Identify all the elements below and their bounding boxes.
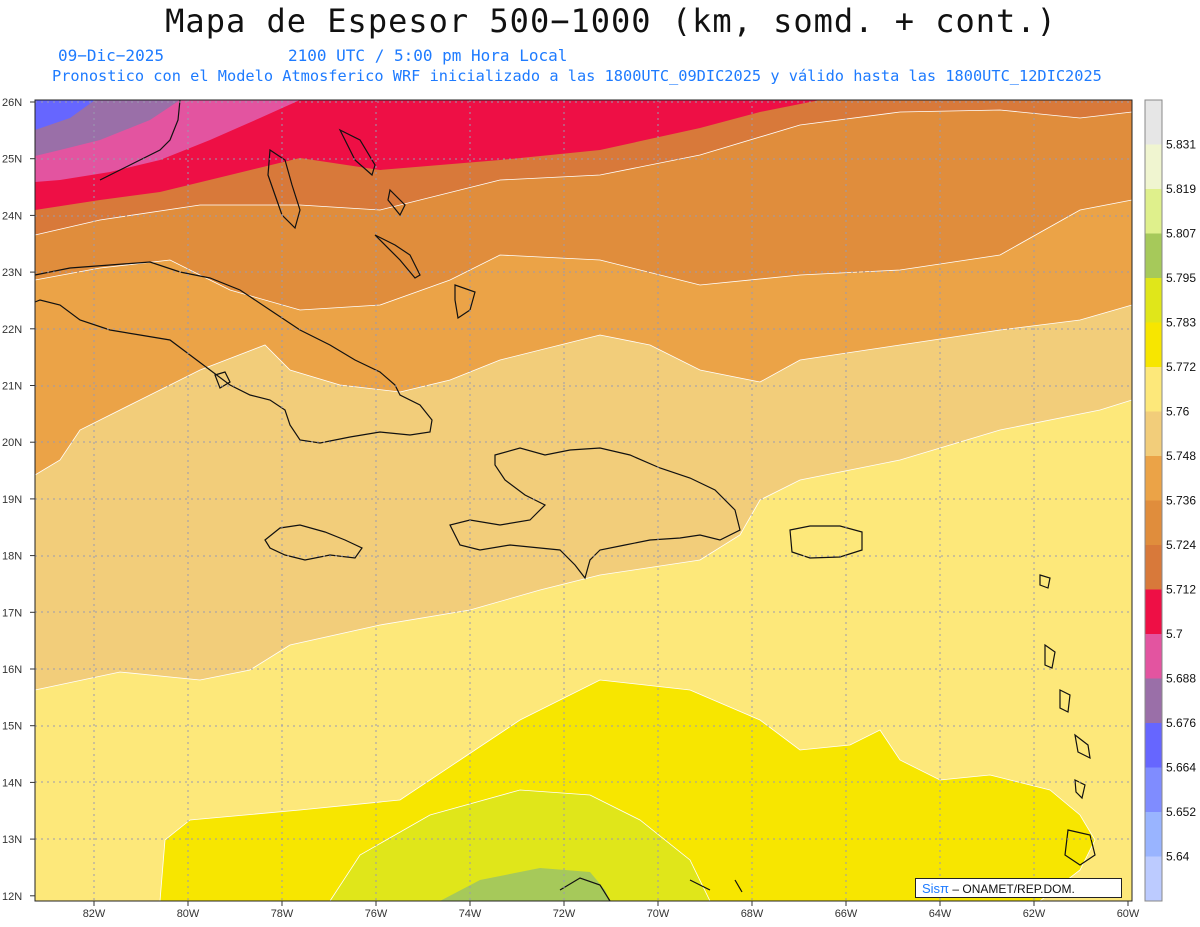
florida-coast (99, 99, 181, 181)
map-title: Mapa de Espesor 500−1000 (km, somd. + co… (165, 2, 1057, 40)
colorbar-swatch (1145, 767, 1162, 813)
lat-label: 15N (2, 721, 22, 733)
lat-label: 17N (2, 607, 22, 619)
trinidad (1064, 829, 1096, 866)
colorbar-label: 5.724 (1166, 538, 1196, 552)
isla-juventud (214, 371, 231, 389)
lat-label: 14N (2, 777, 22, 789)
time-label: 2100 UTC / 5:00 pm Hora Local (288, 46, 568, 65)
lat-label: 21N (2, 381, 22, 393)
jamaica-coast (264, 524, 363, 561)
model-info-label: Pronostico con el Modelo Atmosferico WRF… (52, 67, 1102, 85)
lat-label: 23N (2, 267, 22, 279)
colorbar-swatch (1145, 634, 1162, 679)
colorbar: 5.831 5.819 5.807 5.795 5.783 5.772 5.76 5.748 5… (1144, 99, 1196, 902)
colorbar-swatch (1145, 322, 1162, 368)
graticule (35, 100, 1132, 901)
lon-label: 68W (741, 908, 764, 920)
credit-text: – ONAMET/REP.DOM. (949, 882, 1075, 896)
lat-label: 12N (2, 891, 22, 903)
band-5795-5807 (440, 868, 610, 901)
cuba-coast (34, 261, 433, 444)
lat-label: 20N (2, 437, 22, 449)
latitude-labels: 26N 25N 24N 23N 22N 21N 20N 19N 18N 17N 16N 15N 14N 1… (2, 97, 35, 903)
lat-label: 16N (2, 664, 22, 676)
colorbar-label: 5.783 (1166, 316, 1196, 330)
lesser-antilles-5 (1074, 778, 1086, 800)
contour-lines (34, 109, 1133, 902)
band-5664-5676 (35, 100, 95, 130)
band-5783-5795 (330, 790, 710, 901)
colorbar-label: 5.64 (1166, 850, 1190, 864)
sispi-logo: Sisπ (922, 881, 950, 896)
colorbar-label: 5.712 (1166, 583, 1196, 597)
colorbar-label: 5.652 (1166, 805, 1196, 819)
colorbar-label: 5.664 (1166, 761, 1196, 775)
colorbar-swatch (1145, 456, 1162, 501)
lon-label: 72W (553, 908, 576, 920)
colorbar-swatch (1145, 678, 1162, 724)
colorbar-label: 5.688 (1166, 672, 1196, 686)
venezuela-peninsula (559, 877, 743, 902)
colorbar-swatch (1145, 233, 1162, 279)
longitude-labels: 82W 80W 78W 76W 74W 72W 70W 68W 66W 64W 62W 60W (83, 901, 1140, 920)
bahamas-isl-4 (454, 284, 476, 320)
colorbar-swatch (1145, 856, 1162, 902)
date-label: 09−Dic−2025 (58, 46, 164, 65)
lon-label: 74W (459, 908, 482, 920)
lesser-antilles-1 (1039, 574, 1051, 589)
colorbar-swatch (1145, 500, 1162, 546)
lat-label: 18N (2, 551, 22, 563)
colorbar-label: 5.772 (1166, 360, 1196, 374)
colorbar-swatch (1145, 411, 1162, 457)
colorbar-label: 5.676 (1166, 716, 1196, 730)
bahamas-isl-3 (374, 234, 421, 279)
colorbar-swatch (1145, 100, 1162, 145)
lon-label: 66W (835, 908, 858, 920)
lon-label: 62W (1023, 908, 1046, 920)
coastlines (34, 99, 1096, 902)
lesser-antilles-3 (1059, 689, 1071, 713)
colorbar-swatch (1145, 589, 1162, 635)
lat-label: 24N (2, 210, 22, 222)
colorbar-swatch (1145, 189, 1162, 234)
andros-island (267, 148, 301, 230)
bahamas-isl-1 (338, 128, 376, 177)
colorbar-frame (1144, 99, 1163, 902)
colorbar-label: 5.736 (1166, 494, 1196, 508)
lon-label: 64W (929, 908, 952, 920)
colorbar-swatch (1145, 545, 1162, 590)
colorbar-swatch (1145, 144, 1162, 190)
bahamas-isl-2 (387, 188, 406, 217)
colorbar-swatch (1145, 723, 1162, 768)
puerto-rico-coast (789, 525, 863, 559)
lon-label: 70W (647, 908, 670, 920)
lesser-antilles-4 (1074, 733, 1091, 760)
lesser-antilles-2 (1044, 643, 1056, 669)
colorbar-swatch (1145, 812, 1162, 857)
colorbar-label: 5.76 (1166, 405, 1190, 419)
colorbar-label: 5.831 (1166, 138, 1196, 152)
lat-label: 26N (2, 97, 22, 109)
credit-box: Sisπ – ONAMET/REP.DOM. (915, 878, 1122, 898)
colorbar-swatch (1145, 278, 1162, 323)
lat-label: 22N (2, 324, 22, 336)
colorbar-swatch (1145, 367, 1162, 412)
lat-label: 25N (2, 154, 22, 166)
lon-label: 82W (83, 908, 106, 920)
lon-label: 80W (177, 908, 200, 920)
lat-label: 13N (2, 834, 22, 846)
map-frame (34, 99, 1133, 902)
lon-label: 76W (365, 908, 388, 920)
colorbar-label: 5.7 (1166, 627, 1183, 641)
lon-label: 60W (1117, 908, 1140, 920)
hispaniola-coast (449, 447, 741, 580)
colorbar-label: 5.748 (1166, 449, 1196, 463)
colorbar-label: 5.819 (1166, 182, 1196, 196)
colorbar-label: 5.795 (1166, 271, 1196, 285)
lat-label: 19N (2, 494, 22, 506)
colorbar-label: 5.807 (1166, 227, 1196, 241)
lon-label: 78W (271, 908, 294, 920)
